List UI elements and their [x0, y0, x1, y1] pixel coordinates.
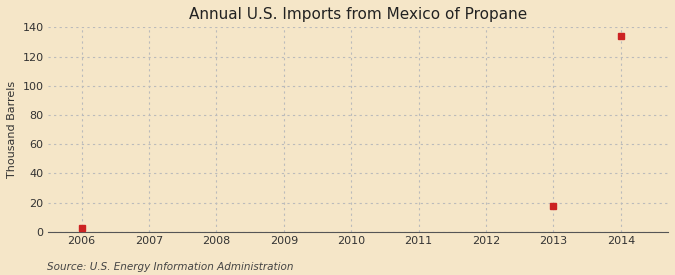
Y-axis label: Thousand Barrels: Thousand Barrels	[7, 81, 17, 178]
Title: Annual U.S. Imports from Mexico of Propane: Annual U.S. Imports from Mexico of Propa…	[189, 7, 527, 22]
Text: Source: U.S. Energy Information Administration: Source: U.S. Energy Information Administ…	[47, 262, 294, 272]
